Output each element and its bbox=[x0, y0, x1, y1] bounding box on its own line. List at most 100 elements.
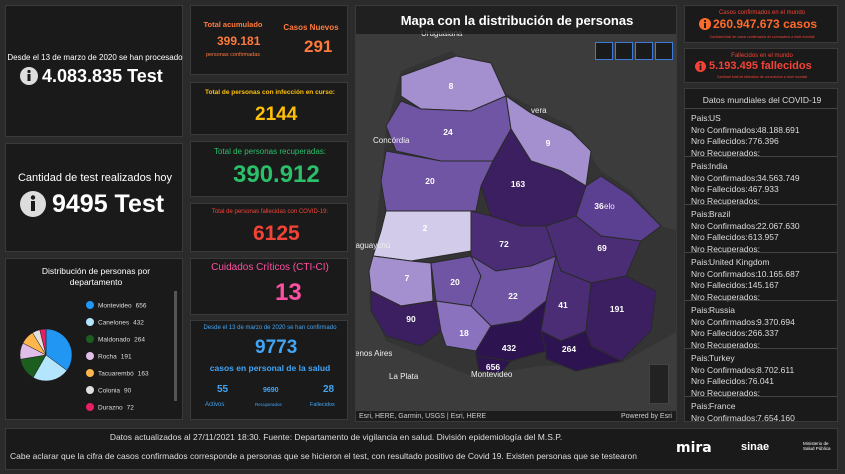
department-count: 41 bbox=[558, 300, 568, 310]
department-count: 7 bbox=[405, 273, 410, 283]
home-button[interactable] bbox=[595, 42, 613, 60]
department-count: 20 bbox=[450, 277, 460, 287]
value: 13 bbox=[275, 279, 302, 306]
legend-name: Tacuarembó bbox=[98, 371, 134, 378]
info-icon bbox=[20, 67, 38, 85]
field-label: Pais: bbox=[691, 209, 710, 219]
field-label: Pais: bbox=[691, 353, 710, 363]
legend-button[interactable] bbox=[615, 42, 633, 60]
label: Total acumulado bbox=[203, 20, 263, 29]
field-value: 7.654.160 bbox=[757, 412, 795, 422]
field-label: Nro Fallecidos: bbox=[691, 136, 748, 146]
field-value: 776.396 bbox=[748, 136, 779, 146]
field-label: Nro Confirmados: bbox=[691, 172, 758, 183]
attribution: Esri, HERE, Garmin, USGS | Esri, HERE bbox=[359, 413, 487, 420]
field-label: Pais: bbox=[691, 305, 710, 315]
note: Cantidad total de fallecidos de coronavi… bbox=[716, 75, 808, 79]
department-count: 191 bbox=[610, 304, 624, 314]
place-label: enos Aires bbox=[356, 349, 392, 358]
pie-slice bbox=[32, 354, 68, 382]
legend-name: Durazno bbox=[98, 405, 123, 412]
layers-button[interactable] bbox=[635, 42, 653, 60]
legend-name: Maldonado bbox=[98, 337, 131, 344]
legend-name: Colonia bbox=[98, 388, 120, 395]
caption: Desde el 13 de marzo de 2020 se han conf… bbox=[203, 325, 337, 331]
department-count: 90 bbox=[406, 314, 416, 324]
list-separator bbox=[685, 300, 837, 301]
zoom-control[interactable] bbox=[649, 364, 669, 404]
field-label: Nro Recuperados: bbox=[691, 339, 760, 350]
field-label: Nro Confirmados: bbox=[691, 364, 758, 375]
department-count: 24 bbox=[443, 127, 453, 137]
basemap-button[interactable] bbox=[655, 42, 673, 60]
label: Casos confirmados en el mundo bbox=[718, 10, 806, 16]
item-value: 55 bbox=[217, 384, 229, 395]
field-value: India bbox=[709, 161, 728, 171]
field-label: Nro Fallecidos: bbox=[691, 328, 748, 338]
legend-value: 163 bbox=[138, 371, 149, 378]
logo: mira bbox=[676, 440, 712, 456]
department-count: 2 bbox=[423, 223, 428, 233]
footer-line: Datos actualizados al 27/11/2021 18:30. … bbox=[109, 432, 563, 442]
field-label: Nro Fallecidos: bbox=[691, 184, 748, 194]
legend-label: Rocha 191 bbox=[98, 354, 132, 361]
legend-value: 432 bbox=[133, 320, 144, 327]
place-label: uaguaychú bbox=[356, 241, 390, 250]
health-staff-card: Desde el 13 de marzo de 2020 se han conf… bbox=[190, 320, 348, 420]
field-label: Nro Confirmados: bbox=[691, 124, 758, 135]
active-card: Total de personas con infección en curso… bbox=[190, 82, 348, 135]
field-label: Nro Fallecidos: bbox=[691, 376, 748, 386]
powered-by: Powered by Esri bbox=[621, 413, 672, 420]
label: Casos Nuevos bbox=[283, 23, 339, 32]
legend-value: 191 bbox=[121, 354, 132, 361]
info-icon bbox=[695, 61, 706, 72]
legend-swatch bbox=[86, 369, 94, 377]
list-separator bbox=[685, 396, 837, 397]
department-count: 9 bbox=[546, 138, 551, 148]
department-count: 18 bbox=[459, 328, 469, 338]
field-label: Nro Confirmados: bbox=[691, 412, 758, 422]
sub: casos en personal de la salud bbox=[209, 363, 331, 373]
field-value: 9.370.694 bbox=[757, 316, 795, 327]
label: Fallecidos en el mundo bbox=[731, 53, 793, 59]
field-label: Nro Confirmados: bbox=[691, 268, 758, 279]
place-label: elo bbox=[604, 202, 615, 211]
map: 824916320362726972022411919018432264656U… bbox=[356, 6, 676, 421]
logo: sinae bbox=[741, 441, 770, 453]
field-value: 613.957 bbox=[748, 232, 779, 242]
legend-label: Durazno 72 bbox=[98, 405, 134, 412]
pie-slice bbox=[39, 328, 47, 356]
world-deaths-card: Fallecidos en el mundo 5.193.495 falleci… bbox=[684, 48, 838, 83]
department-count: 656 bbox=[486, 362, 500, 372]
item-label: Fallecidos bbox=[310, 402, 335, 408]
field-label: Pais: bbox=[691, 257, 710, 267]
info-icon bbox=[699, 18, 711, 30]
value: 2144 bbox=[255, 104, 298, 125]
tests-today-card: Cantidad de test realizados hoy 9495 Tes… bbox=[5, 143, 183, 252]
value: 291 bbox=[304, 37, 333, 56]
field-value: 76.041 bbox=[748, 376, 774, 386]
label: Total de personas recuperadas: bbox=[213, 147, 327, 156]
field-value: 10.165.687 bbox=[757, 268, 800, 279]
scrollbar bbox=[174, 291, 177, 401]
value: 9773 bbox=[255, 337, 298, 358]
field-value: France bbox=[709, 401, 736, 411]
field-label: Pais: bbox=[691, 401, 710, 411]
footer-line: Cabe aclarar que la cifra de casos confi… bbox=[10, 451, 637, 461]
place-label: Montevideo bbox=[471, 370, 513, 379]
world-cases-card: Casos confirmados en el mundo 260.947.67… bbox=[684, 5, 838, 43]
place-label: vera bbox=[531, 106, 547, 115]
tests-total-card: Desde el 13 de marzo de 2020 se han proc… bbox=[5, 5, 183, 137]
attribution-bar bbox=[356, 411, 676, 421]
distribution-card: Distribución de personas por departament… bbox=[5, 258, 183, 420]
legend-value: 656 bbox=[136, 303, 147, 310]
item-label: Activos bbox=[205, 402, 225, 408]
map-title: Mapa con la distribución de personas bbox=[400, 13, 634, 28]
legend-swatch bbox=[86, 318, 94, 326]
value: 399.181 bbox=[217, 34, 261, 48]
department-count: 264 bbox=[562, 344, 576, 354]
legend-swatch bbox=[86, 301, 94, 309]
cases-card: Total acumulado 399.181 personas confirm… bbox=[190, 5, 348, 75]
department-count: 36 bbox=[594, 201, 604, 211]
legend-swatch bbox=[86, 352, 94, 360]
